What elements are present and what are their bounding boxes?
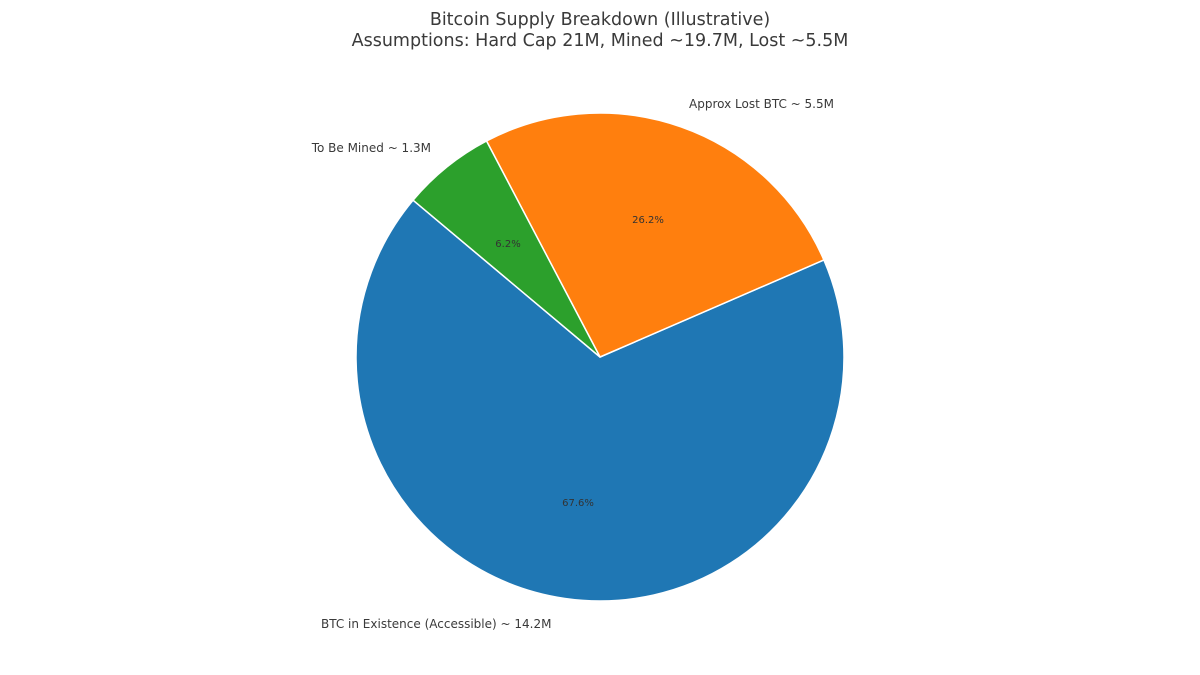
slice-label-to-be-mined: To Be Mined ~ 1.3M xyxy=(311,141,431,155)
slice-label-accessible: BTC in Existence (Accessible) ~ 14.2M xyxy=(321,617,551,631)
slice-lost xyxy=(485,112,825,358)
chart-title: Bitcoin Supply Breakdown (Illustrative) xyxy=(429,10,771,30)
slice-label-lost: Approx Lost BTC ~ 5.5M xyxy=(689,97,834,111)
pie-labels: BTC in Existence (Accessible) ~ 14.2M Ap… xyxy=(311,97,834,631)
slice-pct-to-be-mined: 6.2% xyxy=(495,239,520,250)
slice-accessible xyxy=(355,199,845,602)
slice-pct-accessible: 67.6% xyxy=(562,498,594,509)
chart-subtitle: Assumptions: Hard Cap 21M, Mined ~19.7M,… xyxy=(351,31,849,51)
pie-slices xyxy=(355,112,845,602)
slice-to-be-mined xyxy=(412,140,601,358)
slice-pct-lost: 26.2% xyxy=(632,215,664,226)
